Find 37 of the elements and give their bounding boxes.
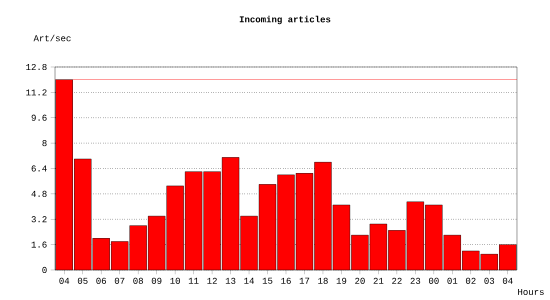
x-tick-label: 22 [392,278,402,284]
x-tick-label: 11 [188,278,199,284]
x-tick-label: 06 [96,278,106,284]
x-tick-label: 04 [502,278,513,284]
x-tick-label: 13 [226,278,236,284]
y-tick-label: 8 [42,140,47,146]
chart-title: Incoming articles [240,16,330,24]
x-tick-label: 21 [374,278,384,284]
x-tick-label: 20 [355,278,365,284]
x-tick-label: 15 [262,278,272,284]
x-tick-label: 09 [152,278,162,284]
x-tick-label: 12 [207,278,217,284]
y-tick-label: 9.6 [32,114,47,121]
x-tick-label: 04 [59,278,70,284]
y-tick-label: 1.6 [32,242,47,248]
x-tick-label: 00 [428,278,439,284]
x-tick-label: 18 [318,278,328,284]
x-tick-label: 08 [133,278,143,284]
y-tick-label: 11.2 [26,89,47,96]
y-axis-title: Art/sec [34,34,71,42]
y-tick-label: 6.4 [32,165,47,172]
x-tick-label: 10 [170,278,180,284]
x-axis-title: Hours [518,288,544,295]
x-tick-label: 19 [336,278,346,284]
y-tick-label: 12.8 [26,64,47,70]
x-tick-label: 05 [78,278,88,284]
x-tick-label: 03 [484,278,494,284]
y-tick-label: 3.2 [32,216,47,222]
y-tick-label: 0 [42,266,47,274]
x-tick-label: 02 [466,278,476,284]
x-tick-label: 23 [410,278,420,284]
x-tick-label: 17 [300,278,310,284]
x-tick-label: 14 [244,278,254,284]
x-tick-label: 07 [114,278,124,284]
x-tick-label: 01 [447,278,458,284]
y-tick-label: 4.8 [31,190,47,197]
x-tick-label: 16 [281,278,291,284]
